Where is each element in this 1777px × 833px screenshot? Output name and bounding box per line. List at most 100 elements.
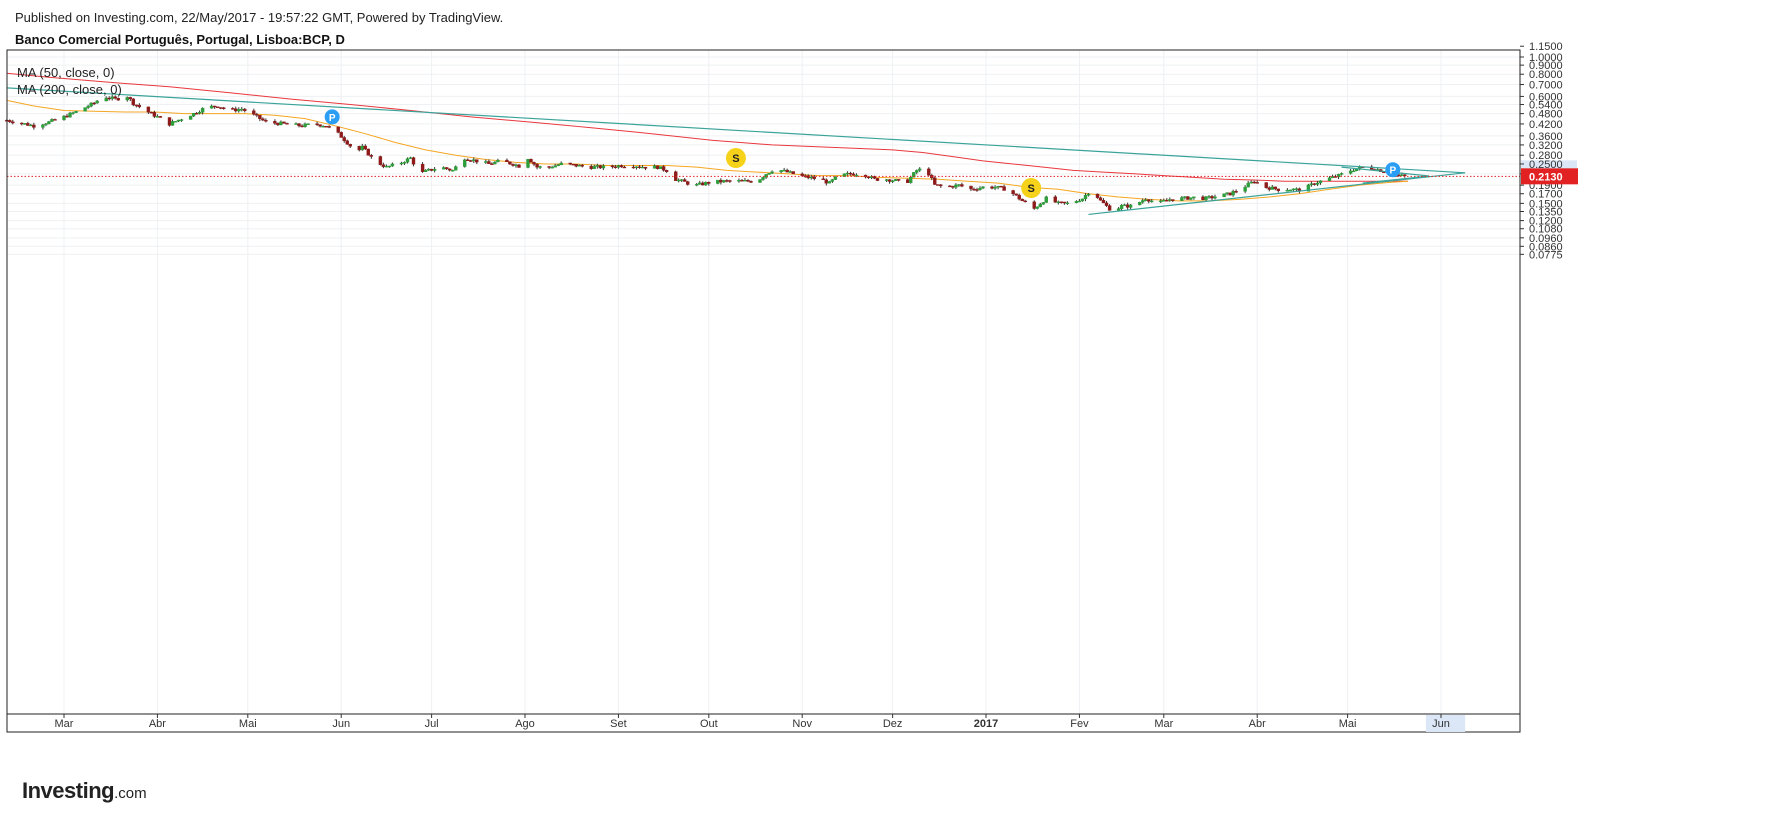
candle-body[interactable] <box>601 165 606 169</box>
candle-body[interactable] <box>384 165 389 168</box>
last-price-label[interactable]: 0.2130 <box>1529 171 1563 183</box>
candle-body[interactable] <box>32 124 36 128</box>
price-tick-label[interactable]: 0.9000 <box>1529 60 1563 72</box>
time-tick-label[interactable]: Jun <box>1432 718 1450 730</box>
candle-body[interactable] <box>484 161 488 163</box>
candle-body[interactable] <box>324 125 328 128</box>
candle-body[interactable] <box>218 107 223 109</box>
price-tick-label[interactable]: 1.1500 <box>1529 41 1563 53</box>
candle-body[interactable] <box>827 181 831 184</box>
candle-body[interactable] <box>948 185 952 188</box>
candle-body[interactable] <box>1119 204 1124 209</box>
candle-body[interactable] <box>89 102 93 107</box>
candle-body[interactable] <box>1014 193 1018 196</box>
candle-body[interactable] <box>538 166 542 168</box>
time-tick-label[interactable]: Abr <box>149 718 166 730</box>
candle-body[interactable] <box>252 110 256 115</box>
candle-body[interactable] <box>188 115 193 120</box>
candle-body[interactable] <box>420 163 425 172</box>
candle-body[interactable] <box>936 184 940 186</box>
candle-body[interactable] <box>230 108 235 110</box>
candle-body[interactable] <box>369 155 373 157</box>
candle-body[interactable] <box>1065 202 1070 205</box>
candle-body[interactable] <box>381 164 386 167</box>
candle-body[interactable] <box>1243 186 1247 192</box>
candle-body[interactable] <box>1255 182 1259 184</box>
candle-body[interactable] <box>200 107 205 113</box>
candle-body[interactable] <box>884 179 889 181</box>
candle-body[interactable] <box>556 164 560 167</box>
candle-body[interactable] <box>716 179 720 184</box>
candle-body[interactable] <box>116 97 120 101</box>
candle-body[interactable] <box>848 172 853 175</box>
candle-body[interactable] <box>951 186 955 188</box>
candle-body[interactable] <box>1038 203 1043 208</box>
candle-body[interactable] <box>445 167 449 169</box>
candle-body[interactable] <box>1276 188 1281 191</box>
candle-body[interactable] <box>1291 188 1296 191</box>
candle-body[interactable] <box>664 169 669 172</box>
candle-body[interactable] <box>131 98 136 106</box>
candle-body[interactable] <box>125 97 130 101</box>
candle-body[interactable] <box>1201 196 1205 201</box>
candle-body[interactable] <box>954 184 958 188</box>
candle-body[interactable] <box>357 146 361 151</box>
candle-body[interactable] <box>1267 187 1272 190</box>
candle-body[interactable] <box>366 148 370 156</box>
candle-body[interactable] <box>62 115 66 121</box>
candle-body[interactable] <box>167 117 172 126</box>
trendline[interactable] <box>1088 172 1466 216</box>
price-tick-label[interactable]: 1.0000 <box>1529 52 1563 64</box>
time-tick-label[interactable]: Abr <box>1249 718 1266 730</box>
candle-body[interactable] <box>1017 194 1021 200</box>
candle-body[interactable] <box>110 96 114 99</box>
candle-body[interactable] <box>399 162 404 165</box>
candle-body[interactable] <box>550 166 554 169</box>
candle-body[interactable] <box>758 179 762 183</box>
price-tick-label[interactable]: 0.3600 <box>1529 131 1563 143</box>
candle-body[interactable] <box>451 169 455 172</box>
candle-body[interactable] <box>1062 201 1067 204</box>
candle-body[interactable] <box>472 159 476 162</box>
candle-body[interactable] <box>616 165 621 168</box>
candle-body[interactable] <box>29 124 33 127</box>
candle-body[interactable] <box>939 184 943 187</box>
candle-body[interactable] <box>1315 182 1320 185</box>
candle-body[interactable] <box>535 164 539 168</box>
candle-body[interactable] <box>454 166 458 171</box>
candle-body[interactable] <box>134 104 139 107</box>
candle-body[interactable] <box>1288 189 1293 192</box>
candle-body[interactable] <box>300 125 304 128</box>
candle-body[interactable] <box>701 182 705 186</box>
candle-body[interactable] <box>1339 173 1344 175</box>
candle-body[interactable] <box>634 166 639 169</box>
candle-body[interactable] <box>408 157 413 159</box>
candle-body[interactable] <box>92 102 96 105</box>
candle-body[interactable] <box>113 96 117 99</box>
candle-body[interactable] <box>1044 196 1049 203</box>
candle-body[interactable] <box>996 185 1000 188</box>
candle-body[interactable] <box>912 172 916 178</box>
candle-body[interactable] <box>255 114 259 116</box>
candle-body[interactable] <box>1231 191 1235 196</box>
candle-body[interactable] <box>363 145 367 150</box>
candle-body[interactable] <box>722 180 726 183</box>
candle-body[interactable] <box>339 132 343 138</box>
candle-body[interactable] <box>360 145 364 151</box>
candle-body[interactable] <box>1059 201 1064 203</box>
split-badge[interactable] <box>1021 178 1042 199</box>
candle-body[interactable] <box>637 166 642 169</box>
candle-body[interactable] <box>442 167 446 170</box>
candle-body[interactable] <box>1270 186 1275 190</box>
candle-body[interactable] <box>999 185 1003 188</box>
candle-body[interactable] <box>1309 183 1314 186</box>
candle-body[interactable] <box>50 119 54 122</box>
candle-body[interactable] <box>568 162 572 165</box>
candle-body[interactable] <box>746 179 750 182</box>
candle-body[interactable] <box>463 159 467 167</box>
candle-body[interactable] <box>448 168 452 171</box>
candle-body[interactable] <box>511 163 515 166</box>
candle-body[interactable] <box>318 124 322 127</box>
candle-body[interactable] <box>387 165 392 168</box>
candle-body[interactable] <box>577 164 581 167</box>
